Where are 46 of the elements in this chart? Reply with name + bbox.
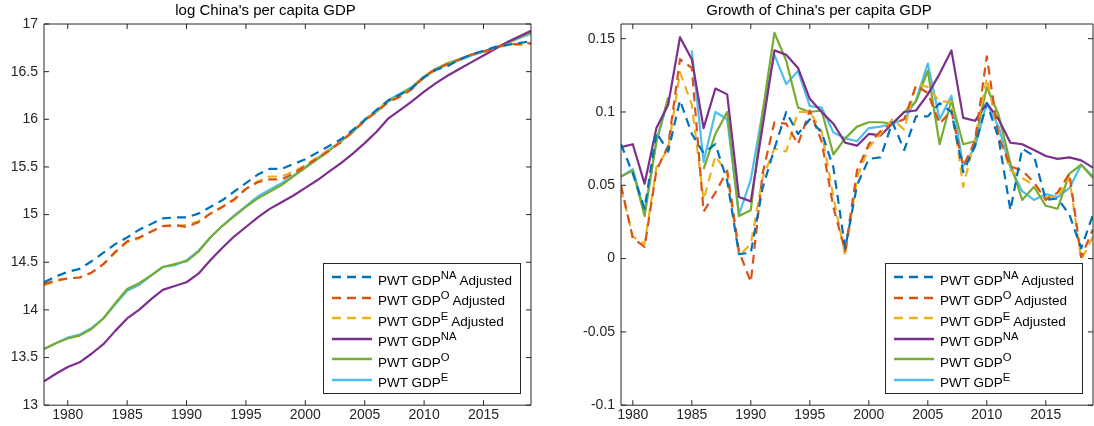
y-tick-label: 13 [22, 396, 39, 413]
legend-label: PWT GDP$^{NA}$ [940, 329, 1019, 349]
chart-title: log China's per capita GDP [175, 1, 356, 19]
legend-label: PWT GDP$^{E}$ Adjusted [940, 308, 1066, 329]
x-tick-label: 1990 [735, 406, 767, 423]
y-tick-label: 16 [22, 110, 39, 127]
y-tick-label: 0.15 [587, 29, 616, 46]
x-tick-label: 2005 [912, 406, 944, 423]
y-tick-label: 14.5 [10, 253, 39, 270]
y-tick-label: 13.5 [10, 348, 39, 365]
x-tick-label: 2015 [1030, 406, 1062, 423]
legend-label: PWT GDP$^{O}$ [378, 349, 450, 370]
x-tick-label: 2015 [467, 406, 500, 423]
x-tick-label: 2000 [853, 406, 885, 423]
x-tick-label: 1985 [676, 406, 708, 423]
y-tick-label: 0.1 [595, 102, 616, 119]
x-tick-label: 1985 [111, 406, 143, 423]
y-tick-label: 16.5 [10, 62, 39, 79]
x-tick-label: 1990 [170, 406, 203, 423]
chart-title: Growth of China's per capita GDP [706, 1, 932, 19]
x-tick-label: 2010 [971, 406, 1003, 423]
line-series [621, 99, 1093, 256]
y-tick-label: -0.05 [583, 322, 616, 339]
y-tick-label: 17 [22, 14, 39, 31]
x-tick-label: 2000 [289, 406, 322, 423]
x-tick-label: 1980 [52, 406, 84, 423]
x-tick-label: 1995 [230, 406, 262, 423]
y-tick-label: 0.05 [587, 176, 616, 193]
legend-label: PWT GDP$^{O}$ Adjusted [378, 288, 506, 308]
legend-label: PWT GDP$^{NA}$ Adjusted [378, 267, 512, 288]
legend-label: PWT GDP$^{NA}$ Adjusted [940, 267, 1074, 288]
legend-label: PWT GDP$^{NA}$ [378, 329, 457, 349]
legend-label: PWT GDP$^{O}$ Adjusted [940, 288, 1068, 308]
legend-label: PWT GDP$^{O}$ [940, 349, 1012, 370]
x-tick-label: 1995 [794, 406, 826, 423]
x-tick-label: 2005 [349, 406, 381, 423]
y-tick-label: 0 [607, 249, 616, 266]
y-tick-label: 14 [22, 300, 39, 317]
y-tick-label: 15 [22, 205, 39, 222]
legend-label: PWT GDP$^{E}$ Adjusted [378, 308, 504, 329]
y-tick-label: 15.5 [10, 157, 39, 174]
legend-label: PWT GDP$^{E}$ [940, 370, 1011, 390]
legend-label: PWT GDP$^{E}$ [378, 370, 449, 390]
x-tick-label: 2010 [408, 406, 440, 423]
x-tick-label: 1980 [617, 406, 649, 423]
y-tick-label: -0.1 [590, 396, 616, 413]
